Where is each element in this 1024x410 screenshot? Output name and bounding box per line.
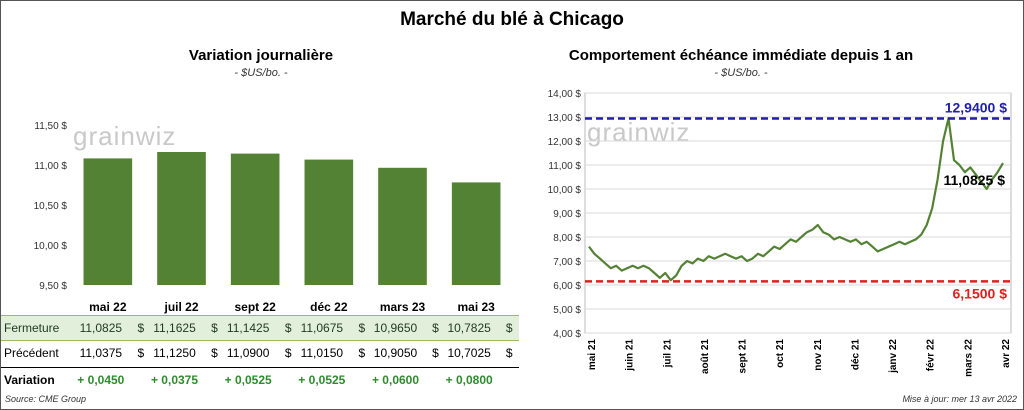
x-tick-label: janv 22: [888, 339, 899, 374]
previous-value: 11,1250: [153, 346, 196, 360]
currency-sign: $: [284, 321, 292, 335]
close-row-label: Fermeture: [4, 321, 60, 335]
close-value: 11,1425: [226, 321, 270, 335]
source-note: Source: CME Group: [5, 394, 87, 404]
left-chart-title: Variation journalière: [188, 47, 334, 64]
variation-row-label: Variation: [4, 373, 55, 387]
x-tick-label: déc 21: [850, 339, 861, 371]
y-tick-label: 7,00 $: [553, 257, 581, 268]
previous-row: Précédent 11,0375 $11,1250 $11,0900 $11,015…: [1, 341, 519, 365]
variation-row: Variation + 0,0450 + 0,0375 + 0,0525 + 0,05…: [1, 367, 519, 392]
x-tick-label: juil 22: [163, 300, 198, 314]
close-value: 11,0675: [300, 321, 344, 335]
x-tick-label: févr 22: [926, 339, 937, 372]
currency-sign: $: [432, 346, 439, 360]
main-title: Marché du blé à Chicago: [400, 9, 624, 30]
bar-chart: 9,50 $ 10,00 $ 10,50 $ 11,00 $ 11,50 $ mai 22…: [34, 121, 501, 314]
close-value: 11,0825: [79, 321, 123, 335]
y-tick-label: 11,50 $: [34, 121, 67, 132]
variation-value: + 0,0800: [445, 373, 493, 387]
x-tick-label: nov 21: [813, 339, 824, 371]
price-line: [588, 117, 1004, 282]
y-tick-label: 4,00 $: [553, 329, 581, 340]
variation-value: + 0,0525: [298, 373, 346, 387]
currency-sign: $: [505, 321, 513, 335]
currency-sign: $: [505, 346, 513, 360]
variation-value: + 0,0525: [224, 373, 272, 387]
x-tick-label: déc 22: [310, 300, 348, 314]
close-row: Fermeture 11,0825 $11,1625 $11,1425 $11,067…: [1, 315, 519, 341]
bar: [378, 167, 427, 285]
x-tick-label: juin 21: [625, 339, 636, 372]
update-note: Mise à jour: mer 13 avr 2022: [902, 394, 1017, 404]
currency-sign: $: [432, 321, 439, 335]
bar: [83, 158, 133, 285]
right-chart-unit: - $US/bo. -: [714, 67, 768, 79]
low-label: 6,1500 $: [953, 285, 1008, 301]
y-tick-label: 10,00 $: [548, 185, 582, 196]
last-value-label: 11,0825 $: [943, 172, 1005, 188]
currency-sign: $: [211, 346, 218, 360]
previous-value: 11,0375: [79, 346, 123, 360]
bar: [157, 152, 206, 285]
y-tick-label: 10,50 $: [34, 201, 68, 212]
previous-value: 11,0150: [300, 346, 344, 360]
bar: [304, 159, 354, 285]
x-tick-label: mai 22: [89, 300, 127, 314]
previous-value: 11,0900: [226, 346, 270, 360]
y-tick-label: 13,00 $: [548, 113, 582, 124]
currency-sign: $: [137, 321, 145, 335]
y-tick-label: 6,00 $: [553, 281, 581, 292]
close-value: 11,1625: [153, 321, 196, 335]
high-label: 12,9400 $: [945, 99, 1007, 115]
bar: [451, 182, 501, 285]
previous-value: 10,7025: [447, 346, 491, 360]
x-tick-label: mars 23: [380, 300, 426, 314]
currency-sign: $: [358, 321, 366, 335]
left-watermark: grainwiz: [73, 121, 177, 151]
y-tick-label: 10,00 $: [34, 241, 68, 252]
x-tick-label: mai 21: [587, 339, 598, 371]
variation-value: + 0,0450: [77, 373, 125, 387]
y-tick-label: 5,00 $: [553, 305, 581, 316]
bar: [230, 153, 280, 285]
currency-sign: $: [358, 346, 366, 360]
close-value: 10,9650: [373, 321, 418, 335]
right-chart-title: Comportement échéance immédiate depuis 1…: [568, 47, 914, 64]
x-tick-label: sept 21: [738, 339, 749, 374]
previous-value: 10,9050: [373, 346, 418, 360]
y-tick-label: 8,00 $: [553, 233, 581, 244]
y-tick-label: 9,00 $: [553, 209, 581, 220]
currency-sign: $: [211, 321, 218, 335]
y-tick-label: 9,50 $: [39, 281, 67, 292]
variation-value: + 0,0600: [371, 373, 420, 387]
variation-value: + 0,0375: [150, 373, 199, 387]
previous-row-label: Précédent: [4, 346, 59, 360]
close-value: 10,7825: [447, 321, 491, 335]
y-tick-label: 12,00 $: [548, 137, 582, 148]
line-chart: 4,00 $ 5,00 $ 6,00 $ 7,00 $ 8,00 $ 9,00 $ 10,0…: [548, 89, 1012, 377]
currency-sign: $: [284, 346, 292, 360]
x-tick-label: juil 21: [662, 339, 673, 369]
x-tick-label: août 21: [700, 339, 711, 374]
x-tick-label: sept 22: [234, 300, 276, 314]
y-tick-label: 11,00 $: [34, 161, 67, 172]
x-tick-label: mai 23: [457, 300, 495, 314]
left-chart-unit: - $US/bo. -: [234, 67, 288, 79]
x-tick-label: oct 21: [775, 339, 786, 368]
right-watermark: grainwiz: [587, 117, 691, 147]
y-tick-label: 14,00 $: [548, 89, 582, 100]
x-tick-label: mars 22: [963, 339, 974, 377]
x-tick-label: avr 22: [1001, 339, 1012, 368]
currency-sign: $: [137, 346, 145, 360]
y-tick-label: 11,00 $: [548, 161, 581, 172]
